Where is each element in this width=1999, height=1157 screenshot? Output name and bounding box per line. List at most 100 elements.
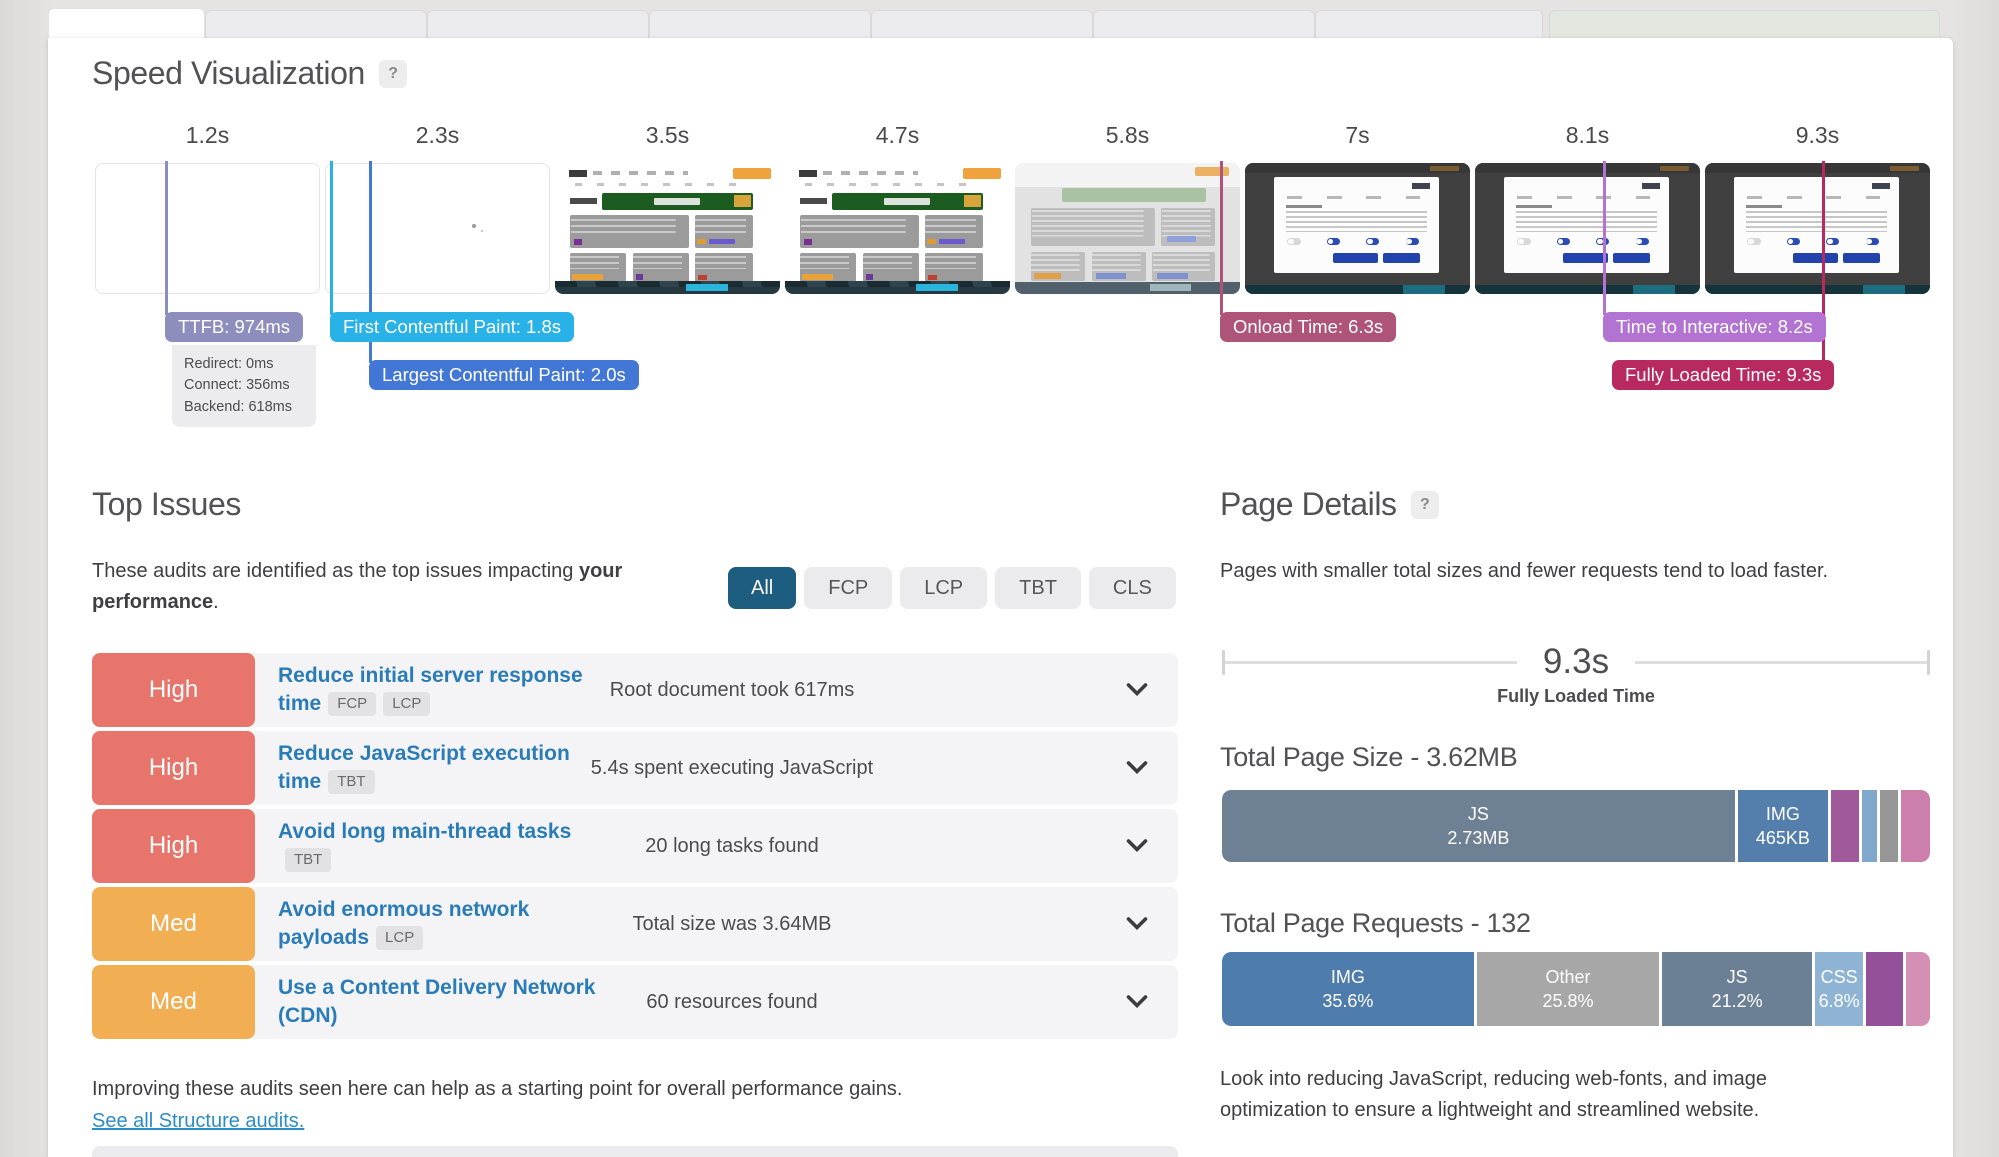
issue-link[interactable]: Avoid long main-thread tasks bbox=[278, 819, 572, 843]
bar-segment bbox=[1866, 952, 1903, 1026]
top-issues-intro-suffix: . bbox=[213, 591, 219, 613]
lcp-marker-line bbox=[369, 161, 372, 363]
metric-tag: TBT bbox=[328, 770, 375, 795]
help-icon[interactable]: ? bbox=[378, 60, 407, 88]
chevron-down-icon[interactable] bbox=[1126, 839, 1148, 853]
filter-tbt-button[interactable]: TBT bbox=[995, 567, 1081, 609]
ttfb-breakdown: Redirect: 0ms Connect: 356ms Backend: 61… bbox=[172, 345, 316, 428]
filmstrip-thumbnail-blank bbox=[325, 163, 550, 294]
ttfb-marker-line bbox=[165, 161, 168, 315]
page-size-bar: JS 2.73MB IMG 465KB bbox=[1222, 790, 1930, 862]
issue-link[interactable]: Use a Content Delivery Network (CDN) bbox=[278, 975, 596, 1027]
page-size-title: Total Page Size - 3.62MB bbox=[1220, 742, 1518, 772]
filmstrip-time: 3.5s bbox=[645, 122, 690, 148]
page-details-title: Page Details? bbox=[1220, 486, 1439, 523]
bar-segment-js: JS 21.2% bbox=[1662, 952, 1813, 1026]
tti-badge: Time to Interactive: 8.2s bbox=[1603, 312, 1826, 342]
filmstrip-time: 8.1s bbox=[1565, 122, 1610, 148]
ttfb-badge: TTFB: 974ms bbox=[165, 312, 304, 342]
report-tab-stub-active[interactable] bbox=[48, 8, 205, 39]
filmstrip-thumbnail-dimming bbox=[1015, 163, 1240, 294]
issue-row[interactable]: High Reduce JavaScript execution time TBT… bbox=[92, 731, 1178, 805]
report-tab-stub[interactable] bbox=[205, 10, 427, 38]
bar-segment bbox=[1905, 952, 1930, 1026]
top-issues-footer: Improving these audits seen here can hel… bbox=[92, 1078, 903, 1100]
metric-tag: TBT bbox=[285, 848, 332, 873]
issue-row[interactable]: High Avoid long main-thread tasks TBT 20 … bbox=[92, 809, 1178, 883]
filmstrip-time: 4.7s bbox=[875, 122, 920, 148]
bar-segment bbox=[1830, 790, 1859, 862]
filter-cls-button[interactable]: CLS bbox=[1088, 567, 1176, 609]
chevron-down-icon[interactable] bbox=[1126, 683, 1148, 697]
issue-link[interactable]: Reduce JavaScript execution time bbox=[278, 741, 570, 793]
bar-segment-other: Other 25.8% bbox=[1476, 952, 1660, 1026]
bar-segment bbox=[1861, 790, 1877, 862]
page-details-title-text: Page Details bbox=[1220, 486, 1397, 522]
report-tab-stub[interactable] bbox=[649, 10, 871, 38]
report-tab-stub[interactable] bbox=[427, 10, 649, 38]
bar-segment-js: JS 2.73MB bbox=[1222, 790, 1735, 862]
filmstrip-thumbnail-modal bbox=[1245, 163, 1470, 294]
issue-link[interactable]: Reduce initial server response time bbox=[278, 663, 583, 715]
ttfb-backend: Backend: 618ms bbox=[184, 398, 293, 415]
filmstrip-time: 7s bbox=[1345, 122, 1370, 148]
fully-loaded-ruler: 9.3s bbox=[1222, 640, 1930, 684]
issue-finding: 60 resources found bbox=[646, 990, 818, 1013]
lcp-badge: Largest Contentful Paint: 2.0s bbox=[369, 360, 639, 390]
top-issues-title: Top Issues bbox=[92, 486, 241, 522]
onload-badge: Onload Time: 6.3s bbox=[1220, 312, 1397, 342]
page-requests-bar: IMG 35.6% Other 25.8% JS 21.2% CSS 6.8% bbox=[1222, 952, 1930, 1026]
filmstrip-thumbnail-page bbox=[785, 163, 1010, 294]
report-tab-stub-highlighted[interactable] bbox=[1549, 10, 1940, 38]
speed-visualization-title: Speed Visualization? bbox=[92, 55, 407, 92]
filmstrip-time: 5.8s bbox=[1105, 122, 1150, 148]
fully-loaded-marker-line bbox=[1822, 161, 1825, 363]
severity-badge: Med bbox=[92, 887, 255, 961]
speed-visualization-title-text: Speed Visualization bbox=[92, 55, 365, 91]
bar-segment-img: IMG 465KB bbox=[1737, 790, 1828, 862]
filmstrip-thumbnail-page bbox=[555, 163, 780, 294]
page-details-intro: Pages with smaller total sizes and fewer… bbox=[1220, 560, 1829, 582]
top-issues-intro: These audits are identified as the top i… bbox=[92, 556, 717, 618]
severity-badge: Med bbox=[92, 965, 255, 1039]
fully-loaded-badge: Fully Loaded Time: 9.3s bbox=[1612, 360, 1835, 390]
issue-finding: 20 long tasks found bbox=[645, 834, 819, 857]
issue-link[interactable]: Avoid enormous network payloads bbox=[278, 897, 530, 949]
chevron-down-icon[interactable] bbox=[1126, 917, 1148, 931]
severity-badge: High bbox=[92, 653, 255, 727]
help-icon[interactable]: ? bbox=[1410, 491, 1439, 519]
bar-segment bbox=[1900, 790, 1930, 862]
issue-row[interactable]: Med Use a Content Delivery Network (CDN)… bbox=[92, 965, 1178, 1039]
filmstrip-thumbnail-modal bbox=[1705, 163, 1930, 294]
report-tab-stub[interactable] bbox=[1093, 10, 1315, 38]
filmstrip-thumbnail-modal bbox=[1475, 163, 1700, 294]
structure-audits-link[interactable]: See all Structure audits. bbox=[92, 1110, 305, 1132]
issue-row[interactable]: Med Avoid enormous network payloads LCP T… bbox=[92, 887, 1178, 961]
metric-tag: LCP bbox=[376, 926, 424, 951]
tti-marker-line bbox=[1603, 161, 1606, 315]
bar-segment bbox=[1879, 790, 1898, 862]
bar-segment-css: CSS 6.8% bbox=[1815, 952, 1864, 1026]
fully-loaded-value: 9.3s bbox=[1542, 642, 1610, 681]
page-requests-title: Total Page Requests - 132 bbox=[1220, 908, 1531, 938]
top-issues-intro-bold: your performance bbox=[92, 560, 623, 613]
filmstrip-thumbnail-blank bbox=[95, 163, 320, 294]
filter-fcp-button[interactable]: FCP bbox=[804, 567, 893, 609]
chevron-down-icon[interactable] bbox=[1126, 761, 1148, 775]
issue-finding: Total size was 3.64MB bbox=[632, 912, 832, 935]
report-tab-stub[interactable] bbox=[871, 10, 1093, 38]
fully-loaded-label: Fully Loaded Time bbox=[1497, 686, 1655, 706]
report-tab-stub[interactable] bbox=[1315, 10, 1543, 38]
chevron-down-icon[interactable] bbox=[1126, 995, 1148, 1009]
filter-lcp-button[interactable]: LCP bbox=[900, 567, 988, 609]
filter-all-button[interactable]: All bbox=[728, 567, 797, 609]
issue-finding: Root document took 617ms bbox=[609, 678, 855, 701]
top-issues-intro-normal: These audits are identified as the top i… bbox=[92, 560, 579, 582]
issue-row[interactable]: High Reduce initial server response time… bbox=[92, 653, 1178, 727]
metric-tag: LCP bbox=[383, 692, 431, 717]
filmstrip-time: 2.3s bbox=[415, 122, 460, 148]
issue-finding: 5.4s spent executing JavaScript bbox=[590, 756, 874, 779]
severity-badge: High bbox=[92, 809, 255, 883]
bar-segment-img: IMG 35.6% bbox=[1222, 952, 1474, 1026]
